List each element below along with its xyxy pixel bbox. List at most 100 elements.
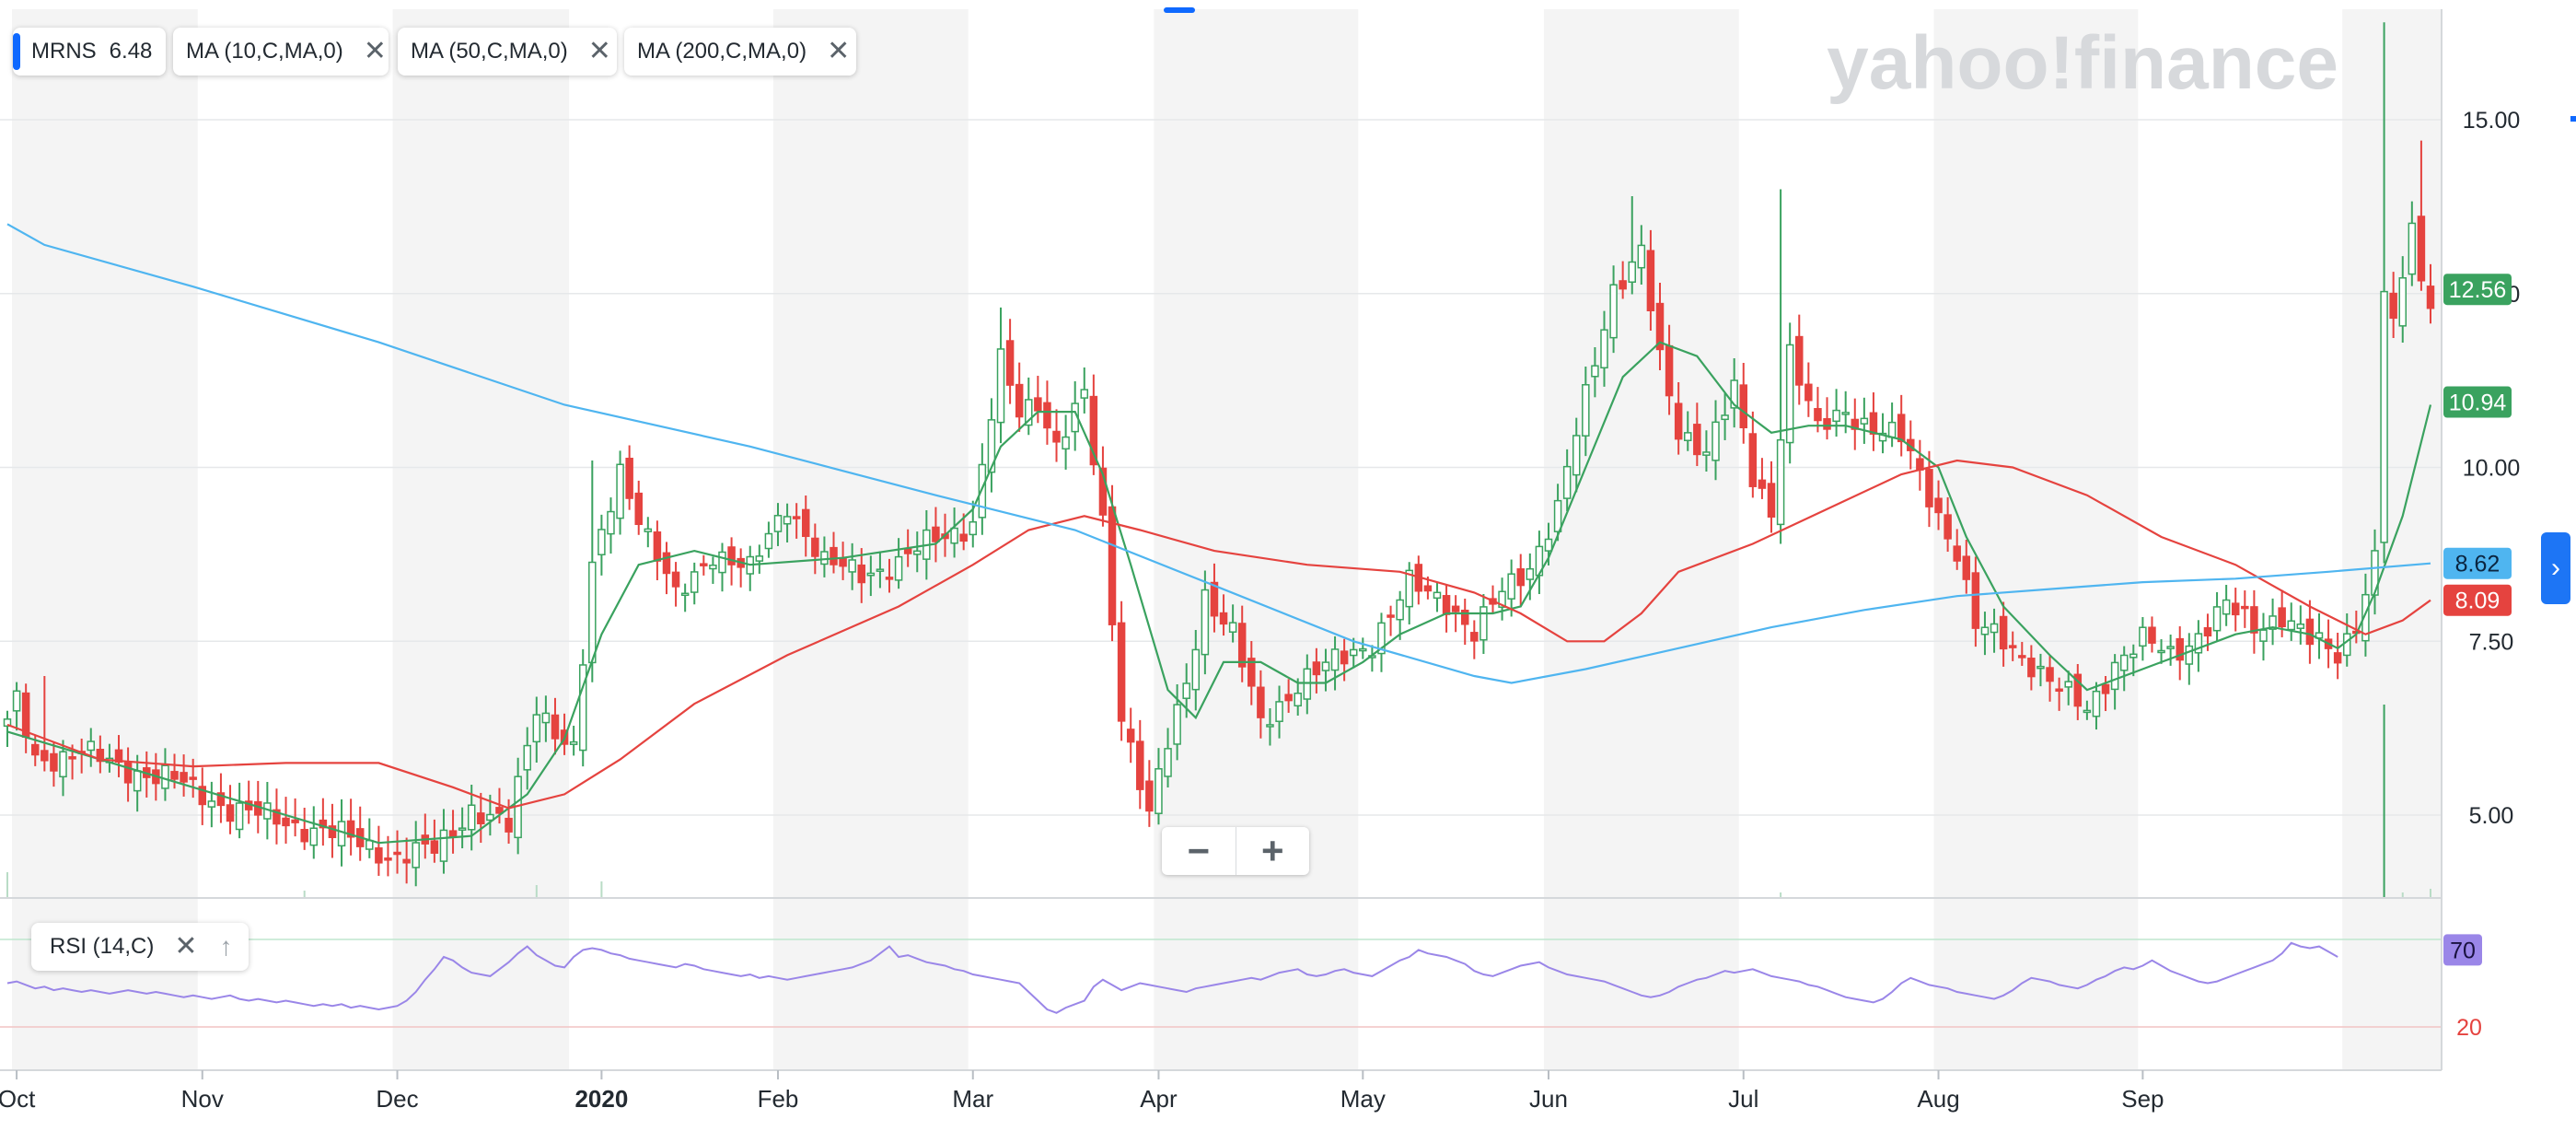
candle-body	[607, 510, 615, 535]
candle-body	[1451, 605, 1460, 612]
candle-body	[2241, 605, 2249, 610]
price-tag	[2443, 547, 2512, 579]
candle-down	[1460, 598, 1469, 646]
ma200-legend-chip[interactable]: MA (200,C,MA,0) ✕	[624, 28, 856, 76]
candle-body	[625, 457, 633, 499]
candle-body	[328, 825, 337, 839]
candle-up	[1572, 417, 1581, 493]
candle-body	[1284, 694, 1293, 702]
candle-body	[384, 857, 392, 861]
candle-down	[1897, 394, 1906, 457]
ma10-legend-chip[interactable]: MA (10,C,MA,0) ✕	[173, 28, 389, 76]
candle-body	[644, 528, 653, 532]
candle-body	[959, 533, 968, 542]
ma10-label: MA (10,C,MA,0)	[186, 39, 343, 64]
candle-body	[1860, 417, 1869, 425]
candle-down	[1015, 362, 1024, 432]
candle-body	[458, 827, 467, 831]
candle-body	[2119, 654, 2129, 671]
price-tag-label: 8.09	[2455, 589, 2501, 614]
candle-body	[2250, 606, 2258, 634]
ma200-close-icon[interactable]: ✕	[827, 36, 851, 66]
candle-body	[1562, 465, 1572, 499]
candle-up	[366, 818, 374, 858]
zoom-control[interactable]: − +	[1162, 827, 1309, 875]
candle-body	[402, 858, 411, 864]
candle-up	[2083, 700, 2092, 720]
candle-body	[1080, 389, 1089, 399]
price-tag	[2443, 274, 2512, 306]
candle-body	[2342, 633, 2351, 657]
rsi-legend-chip[interactable]: RSI (14,C) ✕ ↑	[31, 923, 249, 971]
candle-up	[1591, 347, 1599, 398]
candle-down	[1934, 480, 1943, 531]
ma200-line	[6, 223, 2431, 684]
candle-body	[31, 743, 40, 756]
candle-down	[551, 697, 560, 755]
zoom-in-button[interactable]: +	[1260, 829, 1284, 872]
ma50-legend-chip[interactable]: MA (50,C,MA,0) ✕	[398, 28, 617, 76]
candle-body	[671, 571, 680, 588]
candle-up	[2222, 585, 2231, 626]
candle-up	[1228, 604, 1237, 643]
candle-body	[2092, 690, 2101, 717]
panel-resize-handle[interactable]	[1164, 7, 1195, 13]
candle-down	[96, 735, 105, 774]
x-tick-label: Dec	[376, 1085, 418, 1113]
candle-body	[495, 807, 504, 814]
candle-body	[1330, 648, 1340, 671]
candle-down	[1210, 563, 1219, 633]
candle-down	[885, 558, 894, 593]
ticker-symbol: MRNS	[31, 39, 97, 64]
candle-body	[2194, 633, 2203, 654]
candle-body	[1191, 648, 1201, 691]
x-tick-label: Jun	[1529, 1085, 1568, 1113]
candle-body	[505, 817, 513, 833]
zoom-out-button[interactable]: −	[1162, 827, 1236, 875]
ticker-legend-chip[interactable]: MRNS 6.48	[13, 28, 166, 76]
candle-up	[1433, 582, 1442, 612]
candle-up	[598, 514, 606, 576]
x-tick-label: May	[1340, 1085, 1386, 1113]
candle-down	[801, 496, 810, 557]
rsi-close-icon[interactable]: ✕	[174, 931, 198, 962]
candle-body	[1136, 740, 1144, 790]
candle-up	[913, 531, 922, 573]
candle-body	[2389, 292, 2397, 320]
candle-down	[2073, 664, 2083, 720]
candle-down	[1655, 282, 1665, 371]
watermark-logo: yahoo!finance	[1827, 21, 2338, 105]
candle-body	[2361, 593, 2370, 642]
candle-up	[439, 809, 448, 874]
candle-down	[2333, 633, 2342, 680]
candle-body	[1980, 626, 1990, 635]
candle-up	[866, 555, 876, 597]
candle-down	[1219, 594, 1228, 636]
candle-up	[2157, 639, 2165, 664]
candle-up	[783, 503, 792, 542]
ticker-price: 6.48	[109, 39, 153, 64]
ma10-close-icon[interactable]: ✕	[363, 36, 387, 66]
candle-body	[68, 756, 76, 760]
candle-up	[1080, 367, 1089, 414]
candle-body	[1748, 433, 1758, 487]
candle-body	[96, 749, 105, 763]
candle-body	[532, 714, 541, 743]
candle-body	[1814, 408, 1822, 422]
ma50-close-icon[interactable]: ✕	[587, 36, 611, 66]
rsi-move-up-icon[interactable]: ↑	[219, 932, 233, 961]
candle-up	[1201, 570, 1210, 675]
candle-body	[1721, 414, 1729, 421]
expand-panel-button[interactable]: ›	[2541, 532, 2570, 604]
candle-body	[1869, 412, 1878, 435]
candle-up	[1025, 377, 1033, 436]
candle-body	[1396, 599, 1404, 621]
candle-up	[2064, 670, 2072, 705]
candle-up	[1062, 414, 1070, 470]
candle-body	[1303, 668, 1312, 700]
candle-up	[3, 710, 12, 747]
candle-body	[2203, 626, 2212, 637]
candle-down	[2389, 272, 2397, 338]
candle-body	[1377, 622, 1386, 655]
